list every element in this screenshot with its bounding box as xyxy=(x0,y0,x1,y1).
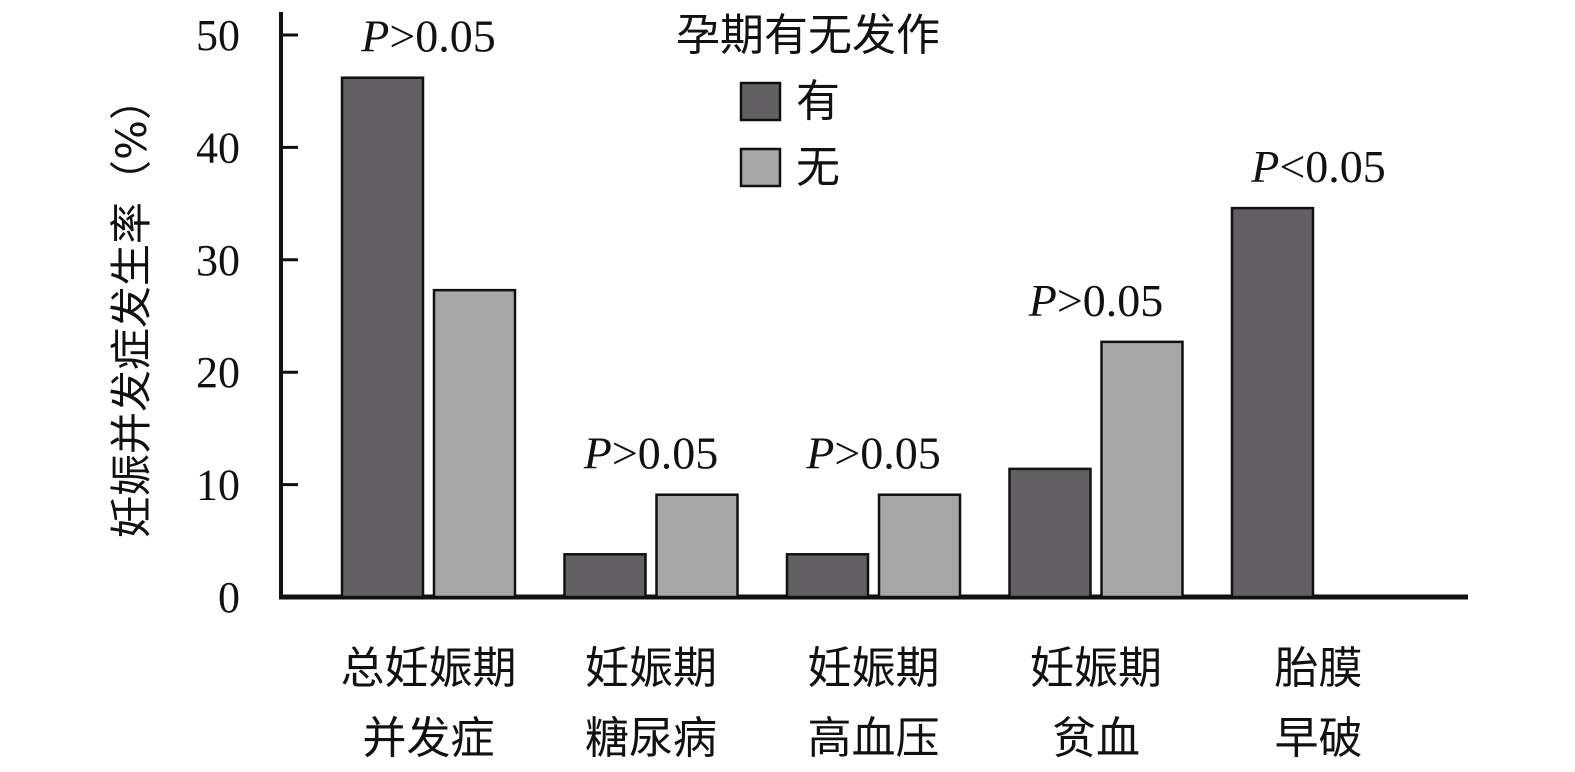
p-threshold: >0.05 xyxy=(389,11,495,62)
category-label: 妊娠期 xyxy=(1030,643,1162,694)
y-tick-label: 10 xyxy=(196,461,240,510)
bar-无-3 xyxy=(1100,340,1184,599)
category-label: 妊娠期 xyxy=(808,643,940,694)
bar-有-1 xyxy=(563,553,647,599)
p-value-label: P<0.05 xyxy=(1250,141,1386,192)
p-threshold: >0.05 xyxy=(834,428,940,479)
legend-title: 孕期有无发作 xyxy=(676,10,940,61)
bar-无-2 xyxy=(877,493,962,599)
y-axis-title: 妊娠并发症发生率（%） xyxy=(107,78,156,538)
bar-无-0 xyxy=(432,288,517,599)
p-value-annotations: P>0.05P>0.05 P>0.05P>0.05P<0.05 xyxy=(360,11,1386,479)
category-label: 糖尿病 xyxy=(585,713,717,764)
category-label: 并发症 xyxy=(363,713,495,764)
y-axis: 0 10 20 30 40 50 xyxy=(196,11,298,622)
bar-有-4 xyxy=(1230,206,1315,599)
p-symbol: P xyxy=(1250,141,1279,192)
y-tick-label: 20 xyxy=(196,348,240,397)
category-label: 贫血 xyxy=(1052,713,1140,764)
p-threshold: >0.05 xyxy=(612,428,718,479)
p-value-label: P>0.05 xyxy=(583,428,719,479)
p-symbol: P xyxy=(360,11,389,62)
category-label: 总妊娠期 xyxy=(341,643,517,694)
category-label: 早破 xyxy=(1275,713,1363,764)
p-symbol: P xyxy=(805,428,834,479)
p-value-label: P>0.05 xyxy=(805,428,941,479)
p-symbol: P xyxy=(1028,275,1057,326)
bars xyxy=(340,76,1315,599)
p-symbol: P xyxy=(583,428,612,479)
bar-有-3 xyxy=(1008,467,1092,599)
p-threshold: <0.05 xyxy=(1279,141,1385,192)
legend-swatch-无 xyxy=(739,147,782,188)
y-tick-label: 30 xyxy=(196,236,240,285)
p-value-label: P>0.05 xyxy=(1028,275,1164,326)
y-axis-label-group: 妊娠并发症发生率（%） xyxy=(107,78,156,538)
y-tick-label: 0 xyxy=(218,573,240,622)
bar-有-2 xyxy=(785,553,870,599)
bar-无-1 xyxy=(655,493,739,599)
p-value-label: P>0.05 xyxy=(360,11,496,62)
category-label: 高血压 xyxy=(808,713,940,764)
category-label: 胎膜 xyxy=(1275,643,1363,694)
legend-label: 无 xyxy=(796,142,840,193)
p-threshold: >0.05 xyxy=(1057,275,1163,326)
legend-label: 有 xyxy=(796,76,840,127)
category-label: 妊娠期 xyxy=(585,643,717,694)
y-tick-label: 50 xyxy=(196,11,240,60)
y-tick-label: 40 xyxy=(196,123,240,172)
legend-swatch-有 xyxy=(739,81,782,122)
bar-有-0 xyxy=(340,76,425,599)
